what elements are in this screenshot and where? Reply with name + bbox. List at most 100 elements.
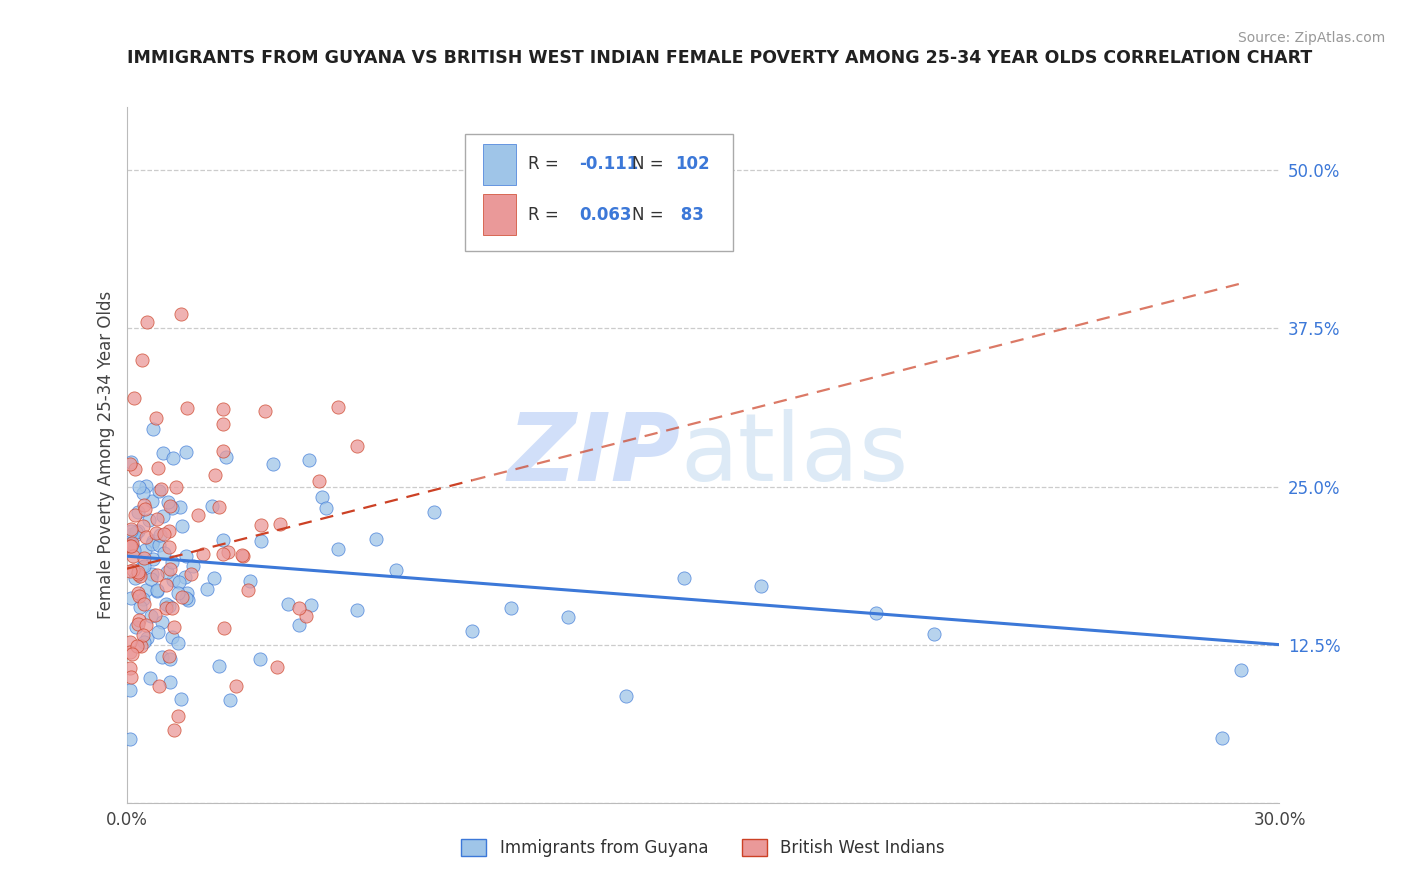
Point [865,606,887,620]
Point [141,567,163,582]
Point [170,518,193,533]
Point [163,620,186,634]
Point [152,509,174,524]
Text: R =: R = [529,155,564,173]
Point [160,501,183,516]
Point [128,613,150,627]
Point [308,474,330,488]
Point [120,455,142,469]
Point [165,480,187,494]
Point [120,682,142,697]
Point [121,538,143,552]
Point [120,670,142,684]
Point [120,645,142,659]
Point [135,530,157,544]
Point [163,723,186,738]
Point [122,563,145,577]
Point [672,571,695,585]
Point [211,444,233,458]
Point [127,639,149,653]
Point [315,500,337,515]
Point [143,608,166,623]
Point [346,439,368,453]
Point [132,485,155,500]
Point [129,568,152,582]
Text: IMMIGRANTS FROM GUYANA VS BRITISH WEST INDIAN FEMALE POVERTY AMONG 25-34 YEAR OL: IMMIGRANTS FROM GUYANA VS BRITISH WEST I… [127,49,1312,67]
Y-axis label: Female Poverty Among 25-34 Year Olds: Female Poverty Among 25-34 Year Olds [97,291,115,619]
Point [614,689,637,703]
Point [149,528,172,542]
Point [326,400,349,414]
Point [204,467,226,482]
Point [215,450,238,464]
Point [311,491,333,505]
Point [122,543,145,558]
Point [159,651,181,665]
Point [120,635,142,649]
Point [132,628,155,642]
Point [346,603,368,617]
Point [120,524,142,539]
Point [295,608,318,623]
Point [125,524,148,539]
Point [141,552,163,566]
Point [557,610,579,624]
Point [384,563,406,577]
Point [138,513,160,527]
Point [124,508,146,523]
Point [128,590,150,604]
Point [120,539,142,553]
Point [128,480,150,494]
Point [131,560,153,574]
Point [120,660,142,674]
Point [461,624,484,639]
Point [167,709,190,723]
Point [155,578,177,592]
Point [146,568,169,582]
Point [236,583,259,598]
Point [174,549,197,563]
Point [127,565,149,579]
Point [159,499,181,513]
Point [120,522,142,536]
Point [181,559,204,574]
Point [150,615,173,629]
Point [288,600,311,615]
Point [174,591,197,606]
Point [120,457,142,471]
Legend: Immigrants from Guyana, British West Indians: Immigrants from Guyana, British West Ind… [454,832,952,864]
Point [208,659,231,673]
Point [170,691,193,706]
Point [136,315,159,329]
Point [135,479,157,493]
Point [141,536,163,550]
Text: 0.063: 0.063 [579,206,631,224]
Point [238,574,260,588]
Point [139,671,162,685]
Point [121,549,143,563]
Point [174,444,197,458]
Point [176,401,198,415]
Point [269,516,291,531]
Point [153,526,176,541]
Point [217,545,239,559]
Point [155,601,177,615]
Point [149,482,172,496]
Point [232,549,254,563]
Text: N =: N = [633,206,669,224]
Point [169,500,191,514]
Point [195,582,218,596]
Point [156,565,179,579]
Point [120,731,142,746]
Point [159,562,181,576]
Point [157,540,180,554]
Point [124,570,146,584]
Point [254,403,277,417]
Point [159,675,181,690]
Point [145,525,167,540]
Point [157,524,180,539]
Point [201,499,224,513]
Point [148,679,170,693]
Point [250,534,273,549]
Point [127,586,149,600]
